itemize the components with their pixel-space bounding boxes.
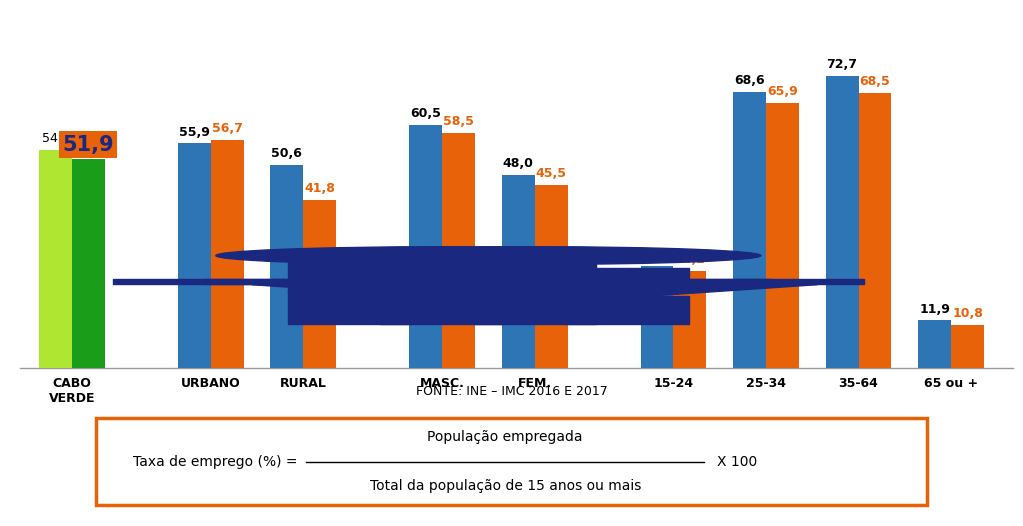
Text: 11,9: 11,9 <box>920 302 950 316</box>
Bar <box>206 279 381 284</box>
Bar <box>381 268 688 292</box>
Text: Taxa de emprego (%) =: Taxa de emprego (%) = <box>133 454 302 469</box>
Bar <box>287 260 596 292</box>
Bar <box>919 320 951 368</box>
Bar <box>501 175 535 368</box>
Text: 60,5: 60,5 <box>410 107 441 120</box>
Bar <box>39 150 72 368</box>
Text: 48,0: 48,0 <box>502 157 534 170</box>
Bar <box>72 159 104 368</box>
Circle shape <box>308 247 761 265</box>
Text: 65,9: 65,9 <box>767 85 798 98</box>
Bar <box>733 92 766 368</box>
Text: FONTE: INE – IMC 2016 E 2017: FONTE: INE – IMC 2016 E 2017 <box>415 386 608 398</box>
Bar <box>409 125 442 368</box>
Text: Total da população de 15 anos ou mais: Total da população de 15 anos ou mais <box>369 479 640 493</box>
Text: 72,7: 72,7 <box>827 58 857 71</box>
Bar <box>287 290 411 324</box>
Bar <box>640 266 673 368</box>
Text: 55,9: 55,9 <box>179 126 210 138</box>
Text: 24,2: 24,2 <box>674 253 706 266</box>
Bar <box>688 279 863 284</box>
Bar <box>270 165 303 368</box>
Bar <box>673 271 706 368</box>
Text: 45,5: 45,5 <box>536 167 567 180</box>
Bar <box>596 279 771 284</box>
Text: 68,5: 68,5 <box>859 75 890 88</box>
Bar <box>442 133 475 368</box>
Text: X 100: X 100 <box>717 454 757 469</box>
Bar <box>178 144 211 368</box>
Bar <box>566 296 688 324</box>
Text: 51,9: 51,9 <box>62 135 115 155</box>
Bar <box>826 76 858 368</box>
Circle shape <box>216 247 668 265</box>
FancyBboxPatch shape <box>96 418 927 505</box>
Text: 56,7: 56,7 <box>212 123 242 135</box>
Text: 68,6: 68,6 <box>735 75 765 87</box>
Text: 25,4: 25,4 <box>641 248 672 261</box>
Text: 41,8: 41,8 <box>304 182 336 195</box>
Legend: 2016, 2017: 2016, 2017 <box>422 466 554 491</box>
Bar <box>113 279 287 284</box>
Bar <box>766 103 799 368</box>
Bar <box>473 290 596 324</box>
Bar <box>211 140 243 368</box>
Text: 54,2: 54,2 <box>42 133 70 145</box>
Bar <box>535 185 568 368</box>
Wedge shape <box>252 282 817 304</box>
Bar <box>303 200 337 368</box>
Bar <box>381 296 503 324</box>
Text: 10,8: 10,8 <box>952 307 983 320</box>
Bar <box>858 93 891 368</box>
Text: 58,5: 58,5 <box>443 115 474 128</box>
Text: População empregada: População empregada <box>428 430 583 444</box>
Bar <box>951 325 984 368</box>
Text: 50,6: 50,6 <box>271 147 302 160</box>
